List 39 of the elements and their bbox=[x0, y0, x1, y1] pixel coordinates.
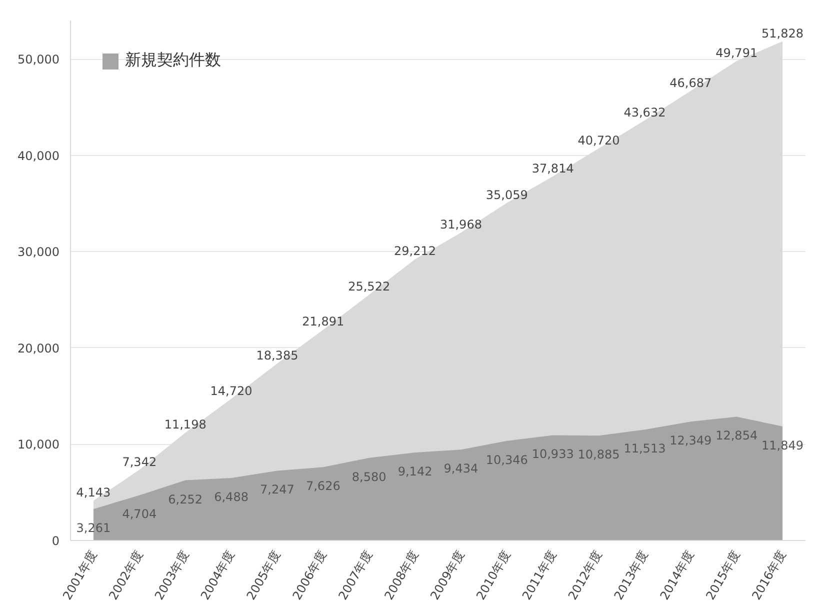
data-label: 31,968 bbox=[440, 218, 482, 232]
data-label: 40,720 bbox=[578, 133, 620, 148]
data-label: 4,143 bbox=[76, 486, 111, 500]
data-label: 51,828 bbox=[762, 26, 804, 40]
data-label: 7,342 bbox=[122, 454, 157, 469]
y-tick-label: 20,000 bbox=[18, 341, 60, 356]
data-label: 43,632 bbox=[624, 105, 666, 120]
data-label: 7,247 bbox=[260, 482, 294, 497]
data-label: 4,704 bbox=[122, 507, 157, 522]
data-label: 11,513 bbox=[624, 442, 666, 456]
data-label: 14,720 bbox=[210, 384, 252, 398]
y-tick-label: 40,000 bbox=[18, 148, 60, 163]
data-label: 6,488 bbox=[214, 490, 248, 504]
data-label: 10,885 bbox=[578, 448, 620, 462]
y-tick-label: 10,000 bbox=[18, 438, 60, 452]
data-label: 12,854 bbox=[716, 428, 758, 443]
data-label: 18,385 bbox=[256, 348, 298, 362]
data-label: 46,687 bbox=[670, 76, 712, 90]
data-label: 9,434 bbox=[444, 462, 478, 476]
legend-label: 新規契約件数 bbox=[125, 50, 221, 71]
data-label: 3,261 bbox=[76, 521, 111, 536]
data-label: 8,580 bbox=[352, 470, 386, 484]
data-label: 7,626 bbox=[306, 479, 340, 494]
data-label: 21,891 bbox=[302, 314, 344, 329]
data-label: 10,933 bbox=[532, 447, 574, 462]
y-tick-label: 50,000 bbox=[18, 52, 60, 67]
data-label: 49,791 bbox=[716, 46, 758, 60]
data-label: 10,346 bbox=[486, 452, 528, 467]
data-label: 9,142 bbox=[398, 464, 432, 478]
data-label: 6,252 bbox=[168, 492, 203, 506]
data-label: 25,522 bbox=[348, 280, 390, 294]
data-label: 11,198 bbox=[164, 418, 206, 432]
data-label: 29,212 bbox=[394, 244, 436, 258]
data-label: 37,814 bbox=[532, 161, 574, 176]
y-tick-label: 0 bbox=[52, 534, 60, 548]
data-label: 12,349 bbox=[670, 434, 712, 448]
y-tick-label: 30,000 bbox=[18, 245, 60, 260]
data-label: 11,849 bbox=[762, 438, 804, 452]
data-label: 35,059 bbox=[486, 188, 528, 202]
